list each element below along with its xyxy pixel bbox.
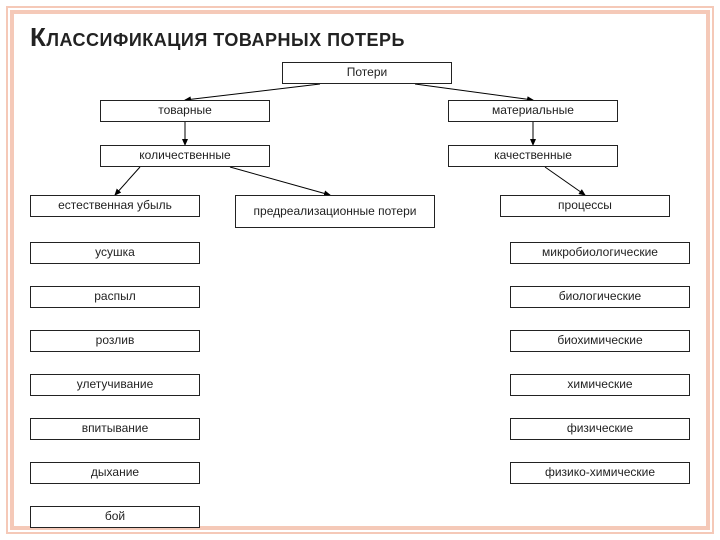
node-raspyl: распыл xyxy=(30,286,200,308)
title-rest: ЛАССИФИКАЦИЯ ТОВАРНЫХ ПОТЕРЬ xyxy=(46,30,405,50)
node-mikrobio: микробиологические xyxy=(510,242,690,264)
node-vpityv: впитывание xyxy=(30,418,200,440)
node-tovarnye: товарные xyxy=(100,100,270,122)
node-kolich: количественные xyxy=(100,145,270,167)
node-himich: химические xyxy=(510,374,690,396)
node-kachest: качественные xyxy=(448,145,618,167)
node-fizhim: физико-химические xyxy=(510,462,690,484)
node-dyhanie: дыхание xyxy=(30,462,200,484)
inner-frame xyxy=(10,10,710,530)
node-biolog: биологические xyxy=(510,286,690,308)
node-biohim: биохимические xyxy=(510,330,690,352)
node-processy: процессы xyxy=(500,195,670,217)
page-title: КЛАССИФИКАЦИЯ ТОВАРНЫХ ПОТЕРЬ xyxy=(30,22,405,53)
node-estestv: естественная убыль xyxy=(30,195,200,217)
node-uletuch: улетучивание xyxy=(30,374,200,396)
node-rozliv: розлив xyxy=(30,330,200,352)
node-materialnye: материальные xyxy=(448,100,618,122)
node-predreal: предреализационные потери xyxy=(235,195,435,228)
node-usushka: усушка xyxy=(30,242,200,264)
node-boy: бой xyxy=(30,506,200,528)
title-cap: К xyxy=(30,22,46,52)
node-root: Потери xyxy=(282,62,452,84)
node-fizich: физические xyxy=(510,418,690,440)
